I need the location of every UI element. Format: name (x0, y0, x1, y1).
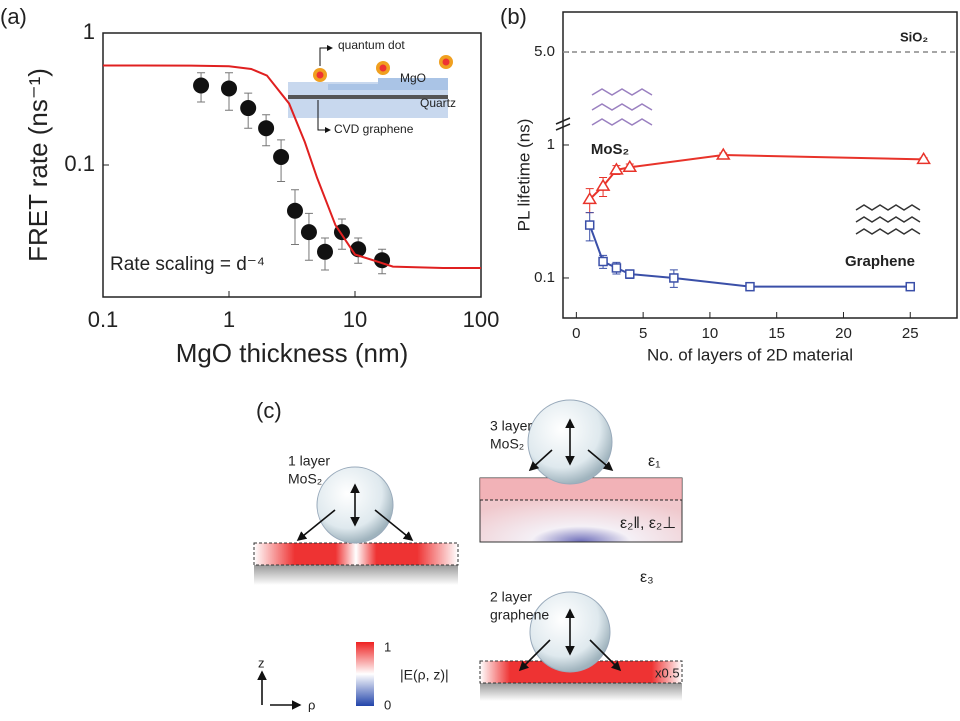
colorbar-min: 0 (384, 697, 391, 712)
x-tick-label: 100 (463, 307, 500, 332)
data-point (221, 80, 237, 97)
data-point (258, 120, 275, 137)
scale-note: x0.5 (655, 665, 680, 680)
x-tick-label: 1 (223, 307, 235, 332)
y-axis-label: FRET rate (ns⁻¹) (23, 68, 53, 262)
axis-letter: ρ (308, 697, 315, 712)
x-tick-label: 25 (902, 325, 919, 342)
data-point (625, 269, 635, 279)
data-point (193, 77, 210, 94)
panel-caption: MoS₂ (288, 471, 322, 487)
field-diagram (253, 399, 683, 710)
data-point (622, 159, 638, 173)
data-point (715, 147, 731, 160)
axis-break (555, 117, 571, 131)
y-axis-label: PL lifetime (ns) (514, 119, 533, 232)
panel-label: (a) (0, 4, 27, 29)
medium-label: ε₁ (648, 453, 661, 470)
series-label: Graphene (845, 253, 915, 270)
data-point (916, 151, 931, 165)
panel-caption: 1 layer (288, 453, 330, 469)
panel-label: (b) (500, 4, 527, 29)
data-point (582, 191, 598, 205)
colorbar-max: 1 (384, 639, 391, 654)
plot-frame (562, 11, 958, 319)
reference-label: SiO₂ (900, 29, 928, 44)
series-label: MoS₂ (591, 141, 629, 158)
panel-caption: graphene (490, 607, 549, 623)
y-tick-label: 0.1 (64, 151, 95, 176)
data-point (286, 202, 303, 219)
y-tick-label: 1 (547, 136, 555, 153)
data-point (611, 263, 622, 273)
inset-label: quantum dot (338, 38, 405, 52)
x-axis-label: MgO thickness (nm) (176, 338, 409, 368)
inset-label: Quartz (420, 96, 456, 110)
data-point (669, 273, 679, 283)
panel-caption: 2 layer (490, 589, 532, 605)
inset-label: CVD graphene (334, 122, 414, 136)
panel-caption: 3 layer (490, 418, 532, 434)
data-point (598, 256, 608, 267)
inset-label: MgO (400, 71, 426, 85)
y-tick-label: 1 (83, 19, 95, 44)
panel-label: (c) (256, 398, 282, 423)
y-tick-label: 0.1 (534, 269, 555, 286)
data-point (745, 281, 755, 292)
data-point (300, 224, 317, 241)
data-point (240, 100, 257, 117)
medium-label: ε₂‖, ε₂⊥ (620, 515, 676, 532)
panel-caption: MoS₂ (490, 436, 524, 452)
series-line (103, 64, 481, 269)
x-tick-label: 10 (702, 325, 719, 342)
x-tick-label: 10 (343, 307, 367, 332)
x-tick-label: 20 (835, 325, 852, 342)
data-point (584, 220, 595, 230)
annotation: Rate scaling = d⁻⁴ (110, 254, 265, 275)
axis-letter: z (258, 655, 265, 670)
data-point (609, 162, 624, 175)
x-tick-label: 5 (639, 325, 647, 342)
x-axis-label: No. of layers of 2D material (647, 345, 853, 364)
data-point (317, 243, 334, 260)
x-tick-label: 0.1 (88, 307, 119, 332)
data-point (595, 178, 611, 191)
colorbar-title: |E(ρ, z)| (400, 667, 449, 683)
data-point (273, 148, 290, 165)
series-line (589, 154, 924, 201)
lattice-sketch (591, 88, 921, 235)
x-tick-label: 15 (768, 325, 785, 342)
data-point (905, 281, 916, 292)
y-tick-label: 5.0 (534, 43, 555, 60)
inset (288, 45, 453, 133)
x-tick-label: 0 (572, 325, 580, 342)
medium-label: ε₃ (640, 569, 654, 586)
